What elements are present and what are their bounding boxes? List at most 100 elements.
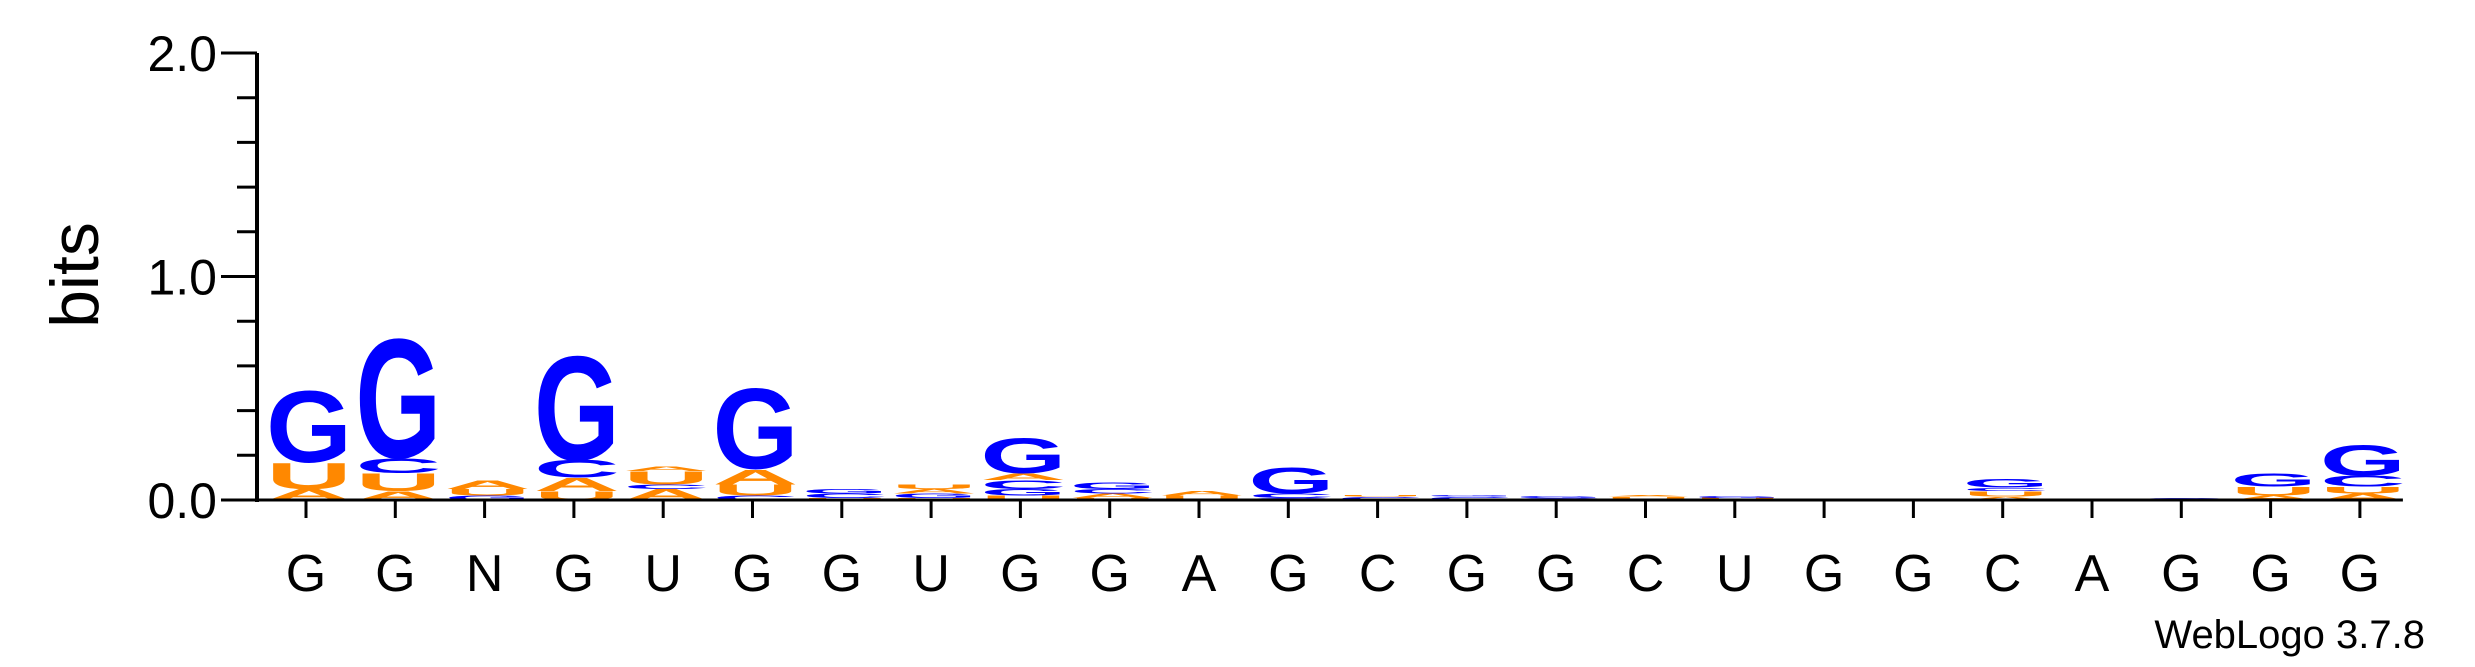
logo-glyph-C: C bbox=[1248, 492, 1334, 499]
x-tick-label: G bbox=[286, 545, 326, 603]
logo-glyph-U: U bbox=[891, 483, 977, 490]
credit-label: WebLogo 3.7.8 bbox=[2154, 613, 2425, 657]
x-tick-label: A bbox=[1182, 545, 1217, 603]
logo-column: GCG bbox=[1248, 460, 1334, 501]
logo-glyph-A: A bbox=[891, 488, 977, 495]
y-axis-label: bits bbox=[37, 222, 113, 328]
logo-glyph-G: G bbox=[266, 371, 352, 485]
y-tick-label: 2.0 bbox=[147, 26, 217, 82]
logo-column: AUG bbox=[2231, 470, 2317, 502]
logo-glyph-C: C bbox=[802, 492, 888, 499]
logo-glyph-G: G bbox=[1427, 495, 1513, 497]
x-tick-label: G bbox=[822, 545, 862, 603]
logo-glyph-U: U bbox=[713, 481, 799, 499]
logo-glyph-U: U bbox=[1695, 498, 1781, 500]
y-tick-label: 0.0 bbox=[147, 473, 217, 529]
x-tick-label: G bbox=[2340, 545, 2380, 603]
x-tick-label: C bbox=[1627, 545, 1665, 603]
logo-glyph-U: U bbox=[1159, 494, 1245, 501]
logo-glyph-C: C bbox=[355, 454, 441, 478]
logo-glyph-U: U bbox=[2320, 485, 2406, 496]
logo-glyph-G: G bbox=[980, 428, 1066, 484]
logo-glyph-C: C bbox=[1963, 487, 2049, 492]
logo-glyph-U: U bbox=[355, 469, 441, 497]
logo-glyph-G: G bbox=[891, 492, 977, 499]
logo-glyph-A: A bbox=[713, 465, 799, 489]
logo-glyph-A: A bbox=[2320, 491, 2406, 502]
logo-glyph-G: G bbox=[1516, 495, 1602, 499]
x-tick-label: U bbox=[1716, 545, 1754, 603]
x-tick-label: G bbox=[1536, 545, 1576, 603]
logo-glyph-C: C bbox=[713, 494, 799, 501]
x-tick-label: U bbox=[912, 545, 950, 603]
logo-glyph-U: U bbox=[1338, 495, 1424, 497]
logo-glyph-U: U bbox=[2231, 484, 2317, 498]
logo-glyph-U: U bbox=[1606, 496, 1692, 500]
x-tick-label: G bbox=[554, 545, 594, 603]
logo-glyph-G: G bbox=[1248, 460, 1334, 501]
logo-glyph-C: C bbox=[2320, 472, 2406, 490]
x-tick-label: C bbox=[1359, 545, 1397, 603]
logo-column: UA bbox=[1159, 490, 1245, 501]
logo-glyph-G: G bbox=[802, 488, 888, 495]
y-tick-label: 1.0 bbox=[147, 250, 217, 306]
x-tick-label: G bbox=[375, 545, 415, 603]
x-tick-label: G bbox=[2161, 545, 2201, 603]
logo-glyph-U: U bbox=[1963, 490, 2049, 499]
y-axis: 0.0 1.0 2.0 bbox=[147, 26, 259, 529]
logo-glyph-U: U bbox=[266, 456, 352, 497]
logo-glyph-C: C bbox=[1338, 496, 1424, 501]
logo-glyph-G: G bbox=[980, 487, 1066, 498]
logo-column: CG bbox=[1427, 495, 1513, 501]
logo-glyph-U: U bbox=[623, 468, 709, 489]
logo-glyph-A: A bbox=[980, 471, 1066, 482]
logo-glyph-A: A bbox=[534, 474, 620, 495]
x-tick-label: C bbox=[1984, 545, 2022, 603]
logo-glyph-G: G bbox=[1695, 495, 1781, 499]
logo-glyph-U: U bbox=[980, 494, 1066, 501]
logo-glyph-A: A bbox=[1070, 492, 1156, 499]
logo-column: CU bbox=[1338, 495, 1424, 501]
x-tick-label: G bbox=[1089, 545, 1129, 603]
logo-glyph-G: G bbox=[534, 324, 620, 492]
x-tick-label: N bbox=[466, 545, 504, 603]
logo-glyph-G: G bbox=[1963, 476, 2049, 490]
logo-glyph-C: C bbox=[1070, 488, 1156, 495]
logo-column: GUA bbox=[445, 478, 531, 502]
logo-glyph-C: C bbox=[1427, 496, 1513, 501]
logo-glyph-C: C bbox=[534, 456, 620, 484]
logo-glyph-A: A bbox=[1606, 495, 1692, 497]
logo-glyph-G: G bbox=[2320, 436, 2406, 484]
logo-glyph-A: A bbox=[1159, 490, 1245, 497]
x-tick-label: G bbox=[1447, 545, 1487, 603]
logo-glyph-A: A bbox=[623, 465, 709, 472]
plot-area: AUGAUCGGUAUACGACUACUAGUCGUGAUUGCAGUACGUA… bbox=[266, 303, 2406, 504]
x-tick-label: G bbox=[1268, 545, 1308, 603]
logo-glyph-G: G bbox=[2231, 470, 2317, 491]
logo-glyph-A: A bbox=[2231, 494, 2317, 501]
logo-column: AUG bbox=[266, 371, 352, 504]
logo-glyph-G: G bbox=[1070, 480, 1156, 491]
x-tick-label: G bbox=[2250, 545, 2290, 603]
logo-glyph-G: G bbox=[713, 365, 799, 493]
logo-glyph-G: G bbox=[445, 494, 531, 501]
x-tick-label: A bbox=[2075, 545, 2110, 603]
logo-glyph-U: U bbox=[445, 487, 531, 498]
x-tick-label: G bbox=[1893, 545, 1933, 603]
logo-glyph-A: A bbox=[1963, 496, 2049, 501]
x-tick-label: G bbox=[732, 545, 772, 603]
logo-glyph-C: C bbox=[980, 478, 1066, 492]
logo-glyph-C: C bbox=[623, 483, 709, 490]
logo-glyph-A: A bbox=[445, 478, 531, 492]
x-tick-label: G bbox=[1804, 545, 1844, 603]
